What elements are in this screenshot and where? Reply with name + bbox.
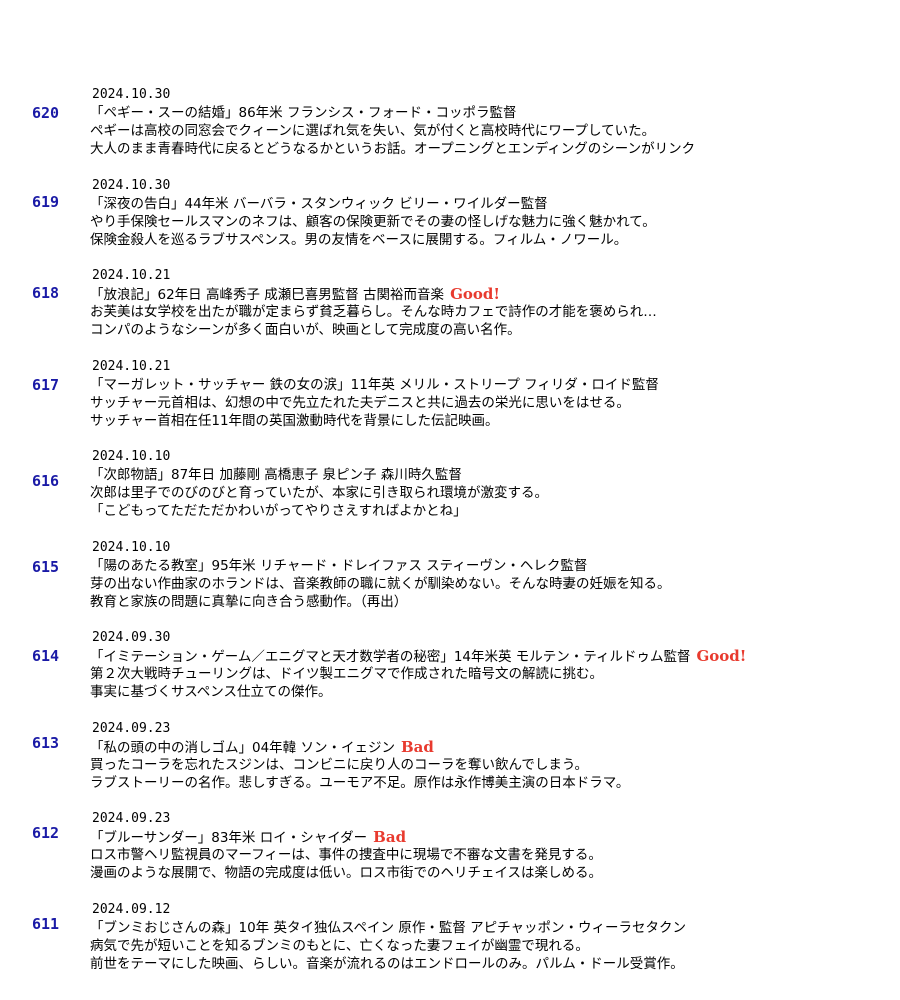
entry-description-1: やり手保険セールスマンのネフは、顧客の保険更新でその妻の怪しげな魅力に強く魅かれ… <box>90 213 656 230</box>
entry-number: 619 <box>32 192 60 211</box>
list-item: 613 2024.09.23 「私の頭の中の消しゴム」04年韓 ソン・イェジン B… <box>0 720 900 811</box>
entry-title-text: 「ブルーサンダー」83年米 ロイ・シャイダー <box>90 830 368 846</box>
entry-date: 2024.09.23 <box>92 720 171 736</box>
entry-date: 2024.10.21 <box>92 358 171 374</box>
list-item: 619 2024.10.30 「深夜の告白」44年米 バーバラ・スタンウィック … <box>0 177 900 268</box>
list-item: 618 2024.10.21 「放浪記」62年日 高峰秀子 成瀬巳喜男監督 古関… <box>0 267 900 358</box>
list-item: 617 2024.10.21 「マーガレット・サッチャー 鉄の女の涙」11年英 … <box>0 358 900 449</box>
entry-number: 616 <box>32 472 60 490</box>
entry-number: 612 <box>32 824 60 842</box>
entry-description-2: 教育と家族の問題に真摯に向き合う感動作。（再出） <box>90 593 408 610</box>
entry-description-2: ラブストーリーの名作。悲しすぎる。ユーモア不足。原作は永作博美主演の日本ドラマ。 <box>90 774 630 791</box>
entry-description-2: 前世をテーマにした映画、らしい。音楽が流れるのはエンドロールのみ。パルム・ドール… <box>90 955 684 972</box>
entry-description-1: サッチャー元首相は、幻想の中で先立たれた夫デニスと共に過去の栄光に思いをはせる。 <box>90 394 630 411</box>
entry-description-1: 病気で先が短いことを知るブンミのもとに、亡くなった妻フェイが幽霊で現れる。 <box>90 937 589 954</box>
entry-date: 2024.09.30 <box>92 630 171 645</box>
entry-description-2: コンパのようなシーンが多く面白いが、映画として完成度の高い名作。 <box>90 322 521 338</box>
list-item: 615 2024.10.10 「陽のあたる教室」95年米 リチャード・ドレイファ… <box>0 539 900 630</box>
entry-number: 618 <box>32 284 60 302</box>
bad-badge: Bad <box>373 828 407 846</box>
entry-date: 2024.09.12 <box>92 901 171 917</box>
entry-description-1: ペギーは高校の同窓会でクィーンに選ばれ気を失い、気が付くと高校時代にワープしてい… <box>90 123 656 139</box>
entry-date: 2024.10.10 <box>92 539 171 555</box>
entry-description-1: 次郎は里子でのびのびと育っていたが、本家に引き取られ環境が激変する。 <box>90 485 549 501</box>
list-item: 611 2024.09.12 「ブンミおじさんの森」10年 英タイ独仏スペイン … <box>0 901 900 992</box>
entry-title-text: 「ブンミおじさんの森」10年 英タイ独仏スペイン 原作・監督 アピチャッポン・ウ… <box>90 919 686 936</box>
entry-number: 614 <box>32 647 60 665</box>
entry-title: 「放浪記」62年日 高峰秀子 成瀬巳喜男監督 古関裕而音楽 Good! <box>90 285 500 304</box>
good-badge: Good! <box>696 647 747 665</box>
entry-title-text: 「ペギー・スーの結婚」86年米 フランシス・フォード・コッポラ監督 <box>90 105 517 121</box>
list-item: 612 2024.09.23 「ブルーサンダー」83年米 ロイ・シャイダー Bad… <box>0 810 900 901</box>
entry-description-1: 芽の出ない作曲家のホランドは、音楽教師の職に就くが馴染めない。そんな時妻の妊娠を… <box>90 575 671 592</box>
entry-title-text: 「深夜の告白」44年米 バーバラ・スタンウィック ビリー・ワイルダー監督 <box>90 195 548 212</box>
list-item: 620 2024.10.30 「ペギー・スーの結婚」86年米 フランシス・フォー… <box>0 86 900 177</box>
good-badge: Good! <box>450 285 500 303</box>
entry-title: 「私の頭の中の消しゴム」04年韓 ソン・イェジン Bad <box>90 738 434 757</box>
entry-number: 620 <box>32 104 60 122</box>
entry-description-1: 買ったコーラを忘れたスジンは、コンビニに戻り人のコーラを奪い飲んでしまう。 <box>90 756 589 773</box>
entry-title: 「ブンミおじさんの森」10年 英タイ独仏スペイン 原作・監督 アピチャッポン・ウ… <box>90 919 686 937</box>
bad-badge: Bad <box>400 737 434 756</box>
entry-description-1: ロス市警ヘリ監視員のマーフィーは、事件の捜査中に現場で不審な文書を発見する。 <box>90 847 602 863</box>
entry-description-2: 保険金殺人を巡るラブサスペンス。男の友情をベースに展開する。フィルム・ノワール。 <box>90 231 628 248</box>
entry-description-2: 大人のまま青春時代に戻るとどうなるかというお話。オープニングとエンディングのシー… <box>90 141 696 157</box>
entry-title-text: 「私の頭の中の消しゴム」04年韓 ソン・イェジン <box>90 739 395 756</box>
entry-title-text: 「マーガレット・サッチャー 鉄の女の涙」11年英 メリル・ストリープ フィリダ・… <box>90 376 659 393</box>
list-item: 614 2024.09.30 「イミテーション・ゲーム／エニグマと天才数学者の秘… <box>0 629 900 720</box>
entry-date: 2024.10.10 <box>92 449 171 464</box>
entry-title-text: 「次郎物語」87年日 加藤剛 高橋恵子 泉ピン子 森川時久監督 <box>90 467 462 483</box>
entry-title-text: 「陽のあたる教室」95年米 リチャード・ドレイファス スティーヴン・ヘレク監督 <box>90 557 588 574</box>
entry-title-text: 「放浪記」62年日 高峰秀子 成瀬巳喜男監督 古関裕而音楽 <box>90 287 445 303</box>
entry-number: 617 <box>32 375 60 394</box>
entry-number: 615 <box>32 557 60 576</box>
entry-description-2: 事実に基づくサスペンス仕立ての傑作。 <box>90 684 332 700</box>
entry-title: 「陽のあたる教室」95年米 リチャード・ドレイファス スティーヴン・ヘレク監督 <box>90 557 587 575</box>
entry-title: 「イミテーション・ゲーム／エニグマと天才数学者の秘密」14年米英 モルテン・ティ… <box>90 647 746 666</box>
entry-title: 「深夜の告白」44年米 バーバラ・スタンウィック ビリー・ワイルダー監督 <box>90 195 548 213</box>
entry-number: 613 <box>32 733 60 752</box>
entry-title: 「ブルーサンダー」83年米 ロイ・シャイダー Bad <box>90 828 406 847</box>
entry-title-text: 「イミテーション・ゲーム／エニグマと天才数学者の秘密」14年米英 モルテン・ティ… <box>90 649 691 665</box>
entry-description-1: お芙美は女学校を出たが職が定まらず貧乏暮らし。そんな時カフェで詩作の才能を褒めら… <box>90 304 657 320</box>
entry-title: 「マーガレット・サッチャー 鉄の女の涙」11年英 メリル・ストリープ フィリダ・… <box>90 376 659 394</box>
entry-date: 2024.10.21 <box>92 268 171 283</box>
entry-date: 2024.10.30 <box>92 177 171 193</box>
entry-description-1: 第２次大戦時チューリングは、ドイツ製エニグマで作成された暗号文の解読に挑む。 <box>90 666 603 682</box>
entry-title: 「次郎物語」87年日 加藤剛 高橋恵子 泉ピン子 森川時久監督 <box>90 466 462 484</box>
list-item: 616 2024.10.10 「次郎物語」87年日 加藤剛 高橋恵子 泉ピン子 … <box>0 448 900 539</box>
entry-number: 611 <box>32 914 60 933</box>
entry-date: 2024.09.23 <box>92 811 171 826</box>
entry-date: 2024.10.30 <box>92 87 171 102</box>
entry-title: 「ペギー・スーの結婚」86年米 フランシス・フォード・コッポラ監督 <box>90 104 516 122</box>
movie-diary-list: 620 2024.10.30 「ペギー・スーの結婚」86年米 フランシス・フォー… <box>0 86 900 991</box>
entry-description-2: 「こどもってただただかわいがってやりさえすればよかとね」 <box>90 503 467 519</box>
entry-description-2: サッチャー首相在任11年間の英国激動時代を背景にした伝記映画。 <box>90 412 499 429</box>
entry-description-2: 漫画のような展開で、物語の完成度は低い。ロス市街でのヘリチェイスは楽しめる。 <box>90 865 603 881</box>
